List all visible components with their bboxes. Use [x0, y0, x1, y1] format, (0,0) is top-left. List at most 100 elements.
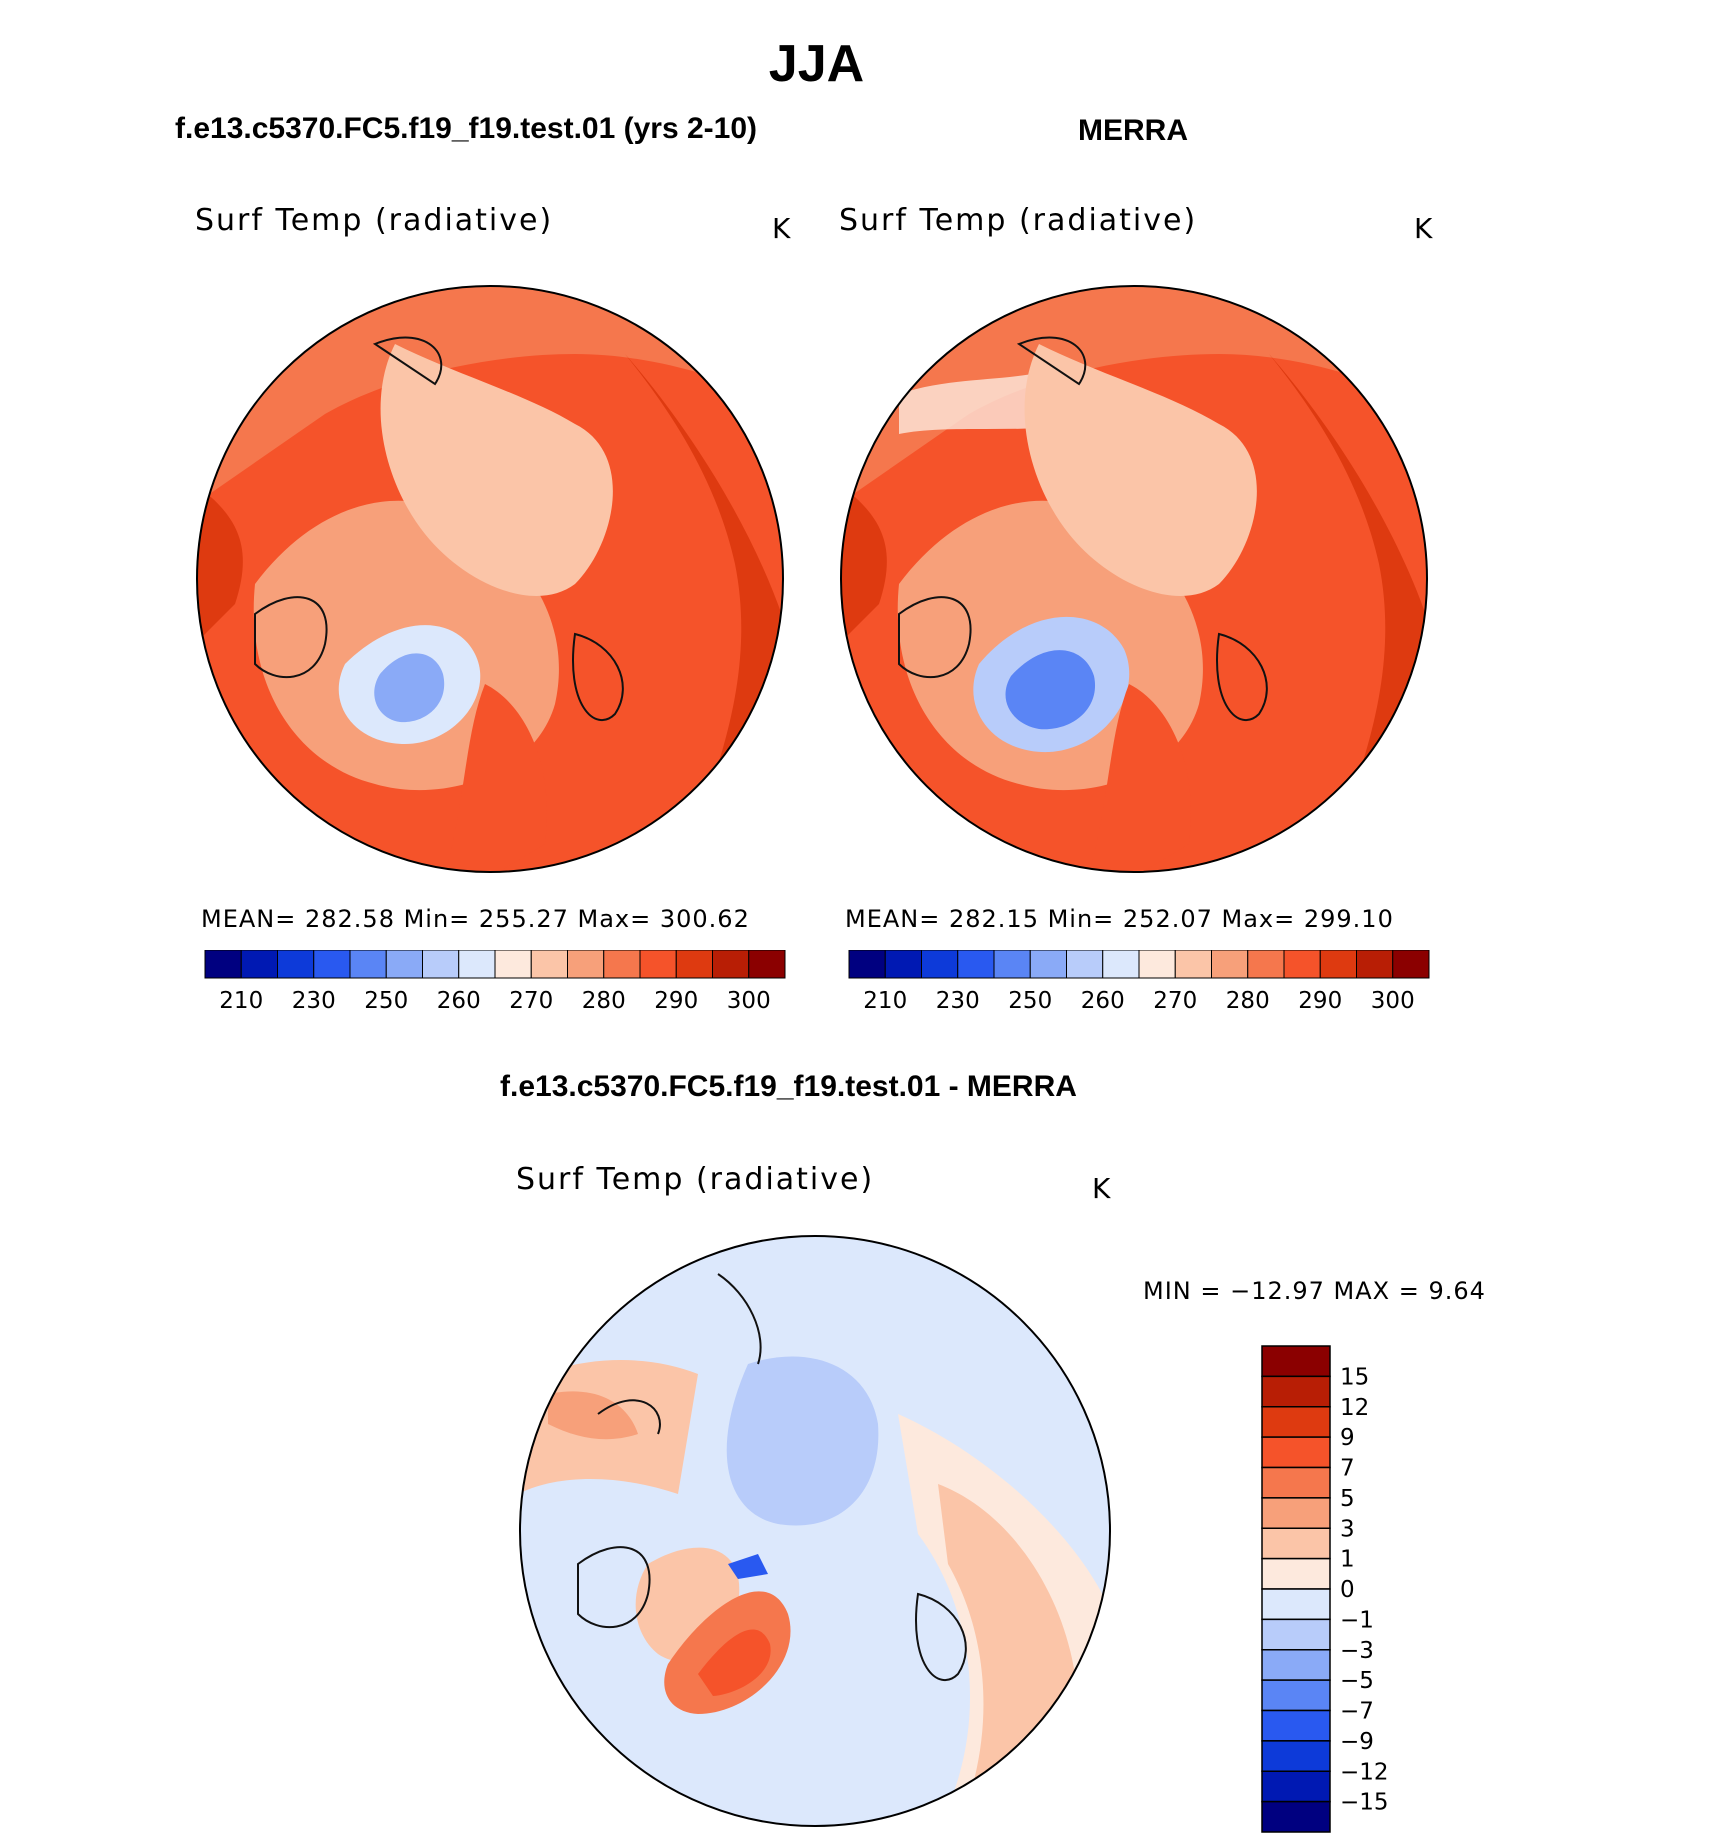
panel-1-map — [196, 285, 784, 873]
diff-minmax: MIN = −12.97 MAX = 9.64 — [1143, 1277, 1486, 1305]
diff-map — [519, 1235, 1111, 1827]
panel-2-colorbar-tick-label: 230 — [936, 988, 980, 1014]
panel-1-colorbar-tick-label: 270 — [509, 988, 553, 1014]
diff-colorbar-cell — [1261, 1375, 1331, 1408]
panel-2-colorbar-cell — [1319, 950, 1357, 979]
panel-2-stats: MEAN= 282.15 Min= 252.07 Max= 299.10 — [845, 905, 1394, 933]
panel-2-colorbar-tick-label: 250 — [1008, 988, 1052, 1014]
diff-colorbar: 15 12 9 7 5 3 1 0 −1 −3 −5 −7 −9 −12 −15 — [1261, 1345, 1389, 1833]
diff-colorbar-cell — [1261, 1436, 1331, 1469]
panel-1-colorbar-tick-label: 250 — [364, 988, 408, 1014]
panel-1-colorbar-cell — [530, 950, 568, 979]
diff-colorbar-cell — [1261, 1800, 1331, 1833]
panel-1-colorbar-tick-label: 280 — [582, 988, 626, 1014]
panel-1-case-title: f.e13.c5370.FC5.f19_f19.test.01 (yrs 2-1… — [175, 112, 758, 145]
diff-colorbar-tick-label: 0 — [1340, 1577, 1355, 1603]
panel-2-colorbar-cell — [1356, 950, 1394, 979]
diff-colorbar-tick-label: 1 — [1340, 1547, 1355, 1573]
diff-colorbar-cell — [1261, 1709, 1331, 1742]
panel-2-colorbar-cell — [1138, 950, 1176, 979]
panel-2-colorbar-cell — [1066, 950, 1104, 979]
panel-2-colorbar-cell — [1211, 950, 1249, 979]
panel-1-colorbar-tick-label: 300 — [727, 988, 771, 1014]
diff-colorbar-tick-label: −5 — [1340, 1668, 1374, 1694]
panel-1-colorbar-tick-label: 230 — [292, 988, 336, 1014]
panel-1-colorbar-cells — [204, 950, 786, 979]
panel-2-colorbar-tick-label: 270 — [1153, 988, 1197, 1014]
panel-1-colorbar-cell — [458, 950, 496, 979]
panel-2-colorbar-tick-label: 210 — [863, 988, 907, 1014]
panel-1-map-border — [196, 285, 784, 873]
panel-2-colorbar-cell — [957, 950, 995, 979]
panel-1-colorbar-cell — [675, 950, 713, 979]
diff-colorbar-cell — [1261, 1406, 1331, 1438]
panel-2-units-label: K — [1414, 212, 1433, 245]
diff-colorbar-tick-label: −15 — [1340, 1790, 1389, 1816]
panel-2-colorbar-ticks: 210 230 250 260 270 280 290 300 — [863, 988, 1414, 1014]
panel-2-colorbar-tick-label: 280 — [1226, 988, 1270, 1014]
panel-2-coastlines — [898, 336, 1268, 721]
panel-2-variable-label: Surf Temp (radiative) — [839, 203, 1198, 238]
panel-1-colorbar: 210 230 250 260 270 280 290 300 — [204, 950, 786, 1014]
diff-colorbar-tick-label: −7 — [1340, 1699, 1374, 1725]
panel-2-field-north — [841, 286, 1427, 504]
diff-colorbar-cell — [1261, 1527, 1331, 1560]
panel-1-colorbar-cell — [422, 950, 460, 979]
diff-colorbar-tick-label: 12 — [1340, 1395, 1369, 1421]
diff-colorbar-cell — [1261, 1497, 1331, 1529]
diff-colorbar-tick-label: −12 — [1340, 1759, 1389, 1785]
panel-1-stats: MEAN= 282.58 Min= 255.27 Max= 300.62 — [201, 905, 750, 933]
diff-colorbar-cell — [1261, 1679, 1331, 1712]
panel-1-field-west — [197, 484, 243, 644]
panel-2-colorbar-cell — [1392, 950, 1430, 979]
diff-colorbar-cell — [1261, 1588, 1331, 1621]
diff-field-arctic-cool — [726, 1356, 879, 1526]
panel-2-colorbar-tick-label: 300 — [1371, 988, 1415, 1014]
panel-2-colorbar-cell — [1174, 950, 1212, 979]
diff-colorbar-cell — [1261, 1345, 1331, 1378]
panel-1-colorbar-cell — [204, 950, 242, 979]
panel-2-field-arctic-ocean — [1024, 344, 1257, 596]
panel-1-field-europe — [445, 684, 547, 872]
panel-2-colorbar-cell — [921, 950, 959, 979]
panel-2-map-border — [840, 285, 1428, 873]
diff-colorbar-tick-label: −1 — [1340, 1607, 1374, 1633]
panel-1-colorbar-cell — [748, 950, 786, 979]
panel-1-colorbar-tick-label: 290 — [654, 988, 698, 1014]
diff-colorbar-cell — [1261, 1740, 1331, 1772]
diff-colorbar-tick-label: 9 — [1340, 1425, 1355, 1451]
diff-colorbar-ticks: 15 12 9 7 5 3 1 0 −1 −3 −5 −7 −9 −12 −15 — [1340, 1364, 1389, 1815]
panel-1-colorbar-cell — [712, 950, 750, 979]
panel-2-field-west — [841, 484, 887, 644]
panel-1-colorbar-cell — [349, 950, 387, 979]
panel-1-colorbar-cell — [567, 950, 605, 979]
figure-title: JJA — [768, 35, 865, 93]
diff-coastlines — [577, 1273, 967, 1681]
panel-2-colorbar-cell — [993, 950, 1031, 979]
panel-1-units-label: K — [772, 212, 791, 245]
panel-2-map — [840, 285, 1428, 873]
panel-1-colorbar-tick-label: 260 — [437, 988, 481, 1014]
diff-field-cold-spot — [728, 1554, 768, 1579]
panel-1-colorbar-tick-label: 210 — [219, 988, 263, 1014]
diff-colorbar-tick-label: −3 — [1340, 1638, 1374, 1664]
diff-colorbar-tick-label: 15 — [1340, 1364, 1369, 1390]
panel-1-colorbar-cell — [639, 950, 677, 979]
panel-1-colorbar-cell — [277, 950, 315, 979]
panel-2-colorbar-cell — [1102, 950, 1140, 979]
panel-1-colorbar-ticks: 210 230 250 260 270 280 290 300 — [219, 988, 770, 1014]
panel-2-colorbar-cell — [1029, 950, 1067, 979]
diff-units-label: K — [1092, 1172, 1111, 1205]
panel-2-colorbar-cells — [848, 950, 1430, 979]
diff-field-siberia-hot — [548, 1391, 638, 1440]
panel-2-colorbar-tick-label: 260 — [1081, 988, 1125, 1014]
diff-variable-label: Surf Temp (radiative) — [516, 1162, 875, 1197]
panel-2-colorbar-cell — [1247, 950, 1285, 979]
diff-colorbar-tick-label: 5 — [1340, 1486, 1355, 1512]
diff-colorbar-cell — [1261, 1466, 1331, 1499]
panel-1-coastlines — [254, 336, 624, 721]
diff-colorbar-cells — [1261, 1345, 1331, 1833]
panel-2-colorbar-cell — [848, 950, 886, 979]
diff-colorbar-tick-label: −9 — [1340, 1729, 1374, 1755]
diff-colorbar-cell — [1261, 1770, 1331, 1803]
